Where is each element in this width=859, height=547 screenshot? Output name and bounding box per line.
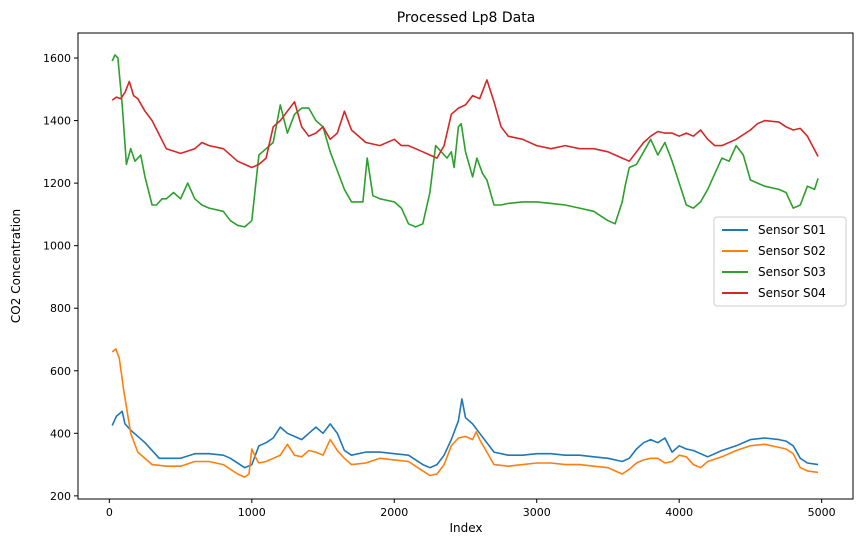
y-tick-label: 1400 <box>43 115 71 128</box>
x-tick-label: 0 <box>106 506 113 519</box>
x-tick-label: 4000 <box>665 506 693 519</box>
legend-label-4: Sensor S04 <box>758 286 826 300</box>
y-axis-label: CO2 Concentration <box>9 209 23 323</box>
y-tick-label: 800 <box>50 302 71 315</box>
x-tick-label: 3000 <box>523 506 551 519</box>
x-axis: 0 1000 2000 3000 4000 5000 <box>106 499 836 519</box>
y-tick-label: 1600 <box>43 52 71 65</box>
series-line-4 <box>111 79 819 169</box>
series-line-1 <box>111 398 819 469</box>
x-tick-label: 5000 <box>808 506 836 519</box>
plot-area <box>111 54 819 478</box>
legend-label-2: Sensor S02 <box>758 244 826 258</box>
y-tick-label: 600 <box>50 365 71 378</box>
series-line-3 <box>111 54 819 228</box>
legend: Sensor S01 Sensor S02 Sensor S03 Sensor S04 <box>713 216 847 307</box>
x-tick-label: 1000 <box>238 506 266 519</box>
legend-label-3: Sensor S03 <box>758 265 826 279</box>
legend-box <box>713 216 847 307</box>
series-line-2 <box>111 348 819 478</box>
y-tick-label: 400 <box>50 427 71 440</box>
y-tick-label: 1000 <box>43 240 71 253</box>
x-axis-label: Index <box>449 521 482 535</box>
chart-title: Processed Lp8 Data <box>397 10 536 26</box>
y-tick-label: 200 <box>50 490 71 503</box>
plot-frame <box>77 32 854 500</box>
y-tick-label: 1200 <box>43 177 71 190</box>
legend-label-1: Sensor S01 <box>758 223 826 237</box>
x-tick-label: 2000 <box>380 506 408 519</box>
y-axis: 200 400 600 800 1000 1200 1400 1600 <box>43 52 78 503</box>
